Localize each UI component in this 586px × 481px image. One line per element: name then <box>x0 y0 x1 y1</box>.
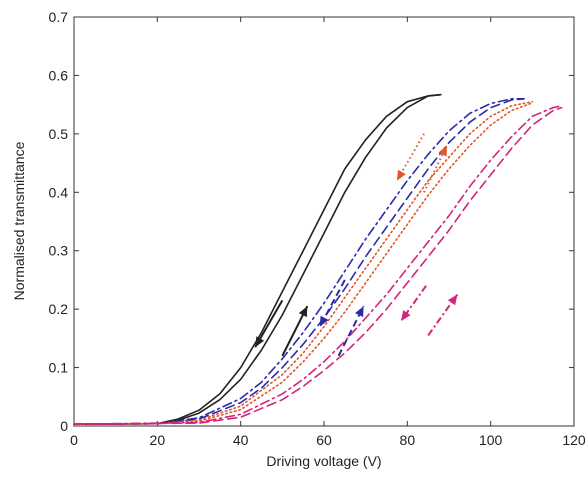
series-line-4 <box>73 98 525 426</box>
arrow-blue-down-head <box>319 315 329 327</box>
x-tick-label: 100 <box>479 432 503 448</box>
arrow-black-up-head <box>298 306 308 318</box>
y-tick-label: 0.2 <box>49 301 69 317</box>
plot-area <box>73 16 575 427</box>
y-tick-label: 0 <box>60 418 68 434</box>
y-axis-title: Normalised transmittance <box>11 141 27 300</box>
x-tick-label: 0 <box>70 432 78 448</box>
x-tick-label: 60 <box>316 432 332 448</box>
x-tick-label: 120 <box>562 432 586 448</box>
x-tick-label: 20 <box>150 432 166 448</box>
series-line-3 <box>73 98 525 426</box>
y-tick-label: 0.1 <box>49 360 69 376</box>
series-line-5 <box>73 102 534 426</box>
arrow-pink-down-head <box>401 310 411 321</box>
x-axis: 0 20 40 60 80 100 120 <box>70 17 586 448</box>
series-line-1 <box>73 93 442 426</box>
x-tick-label: 40 <box>233 432 249 448</box>
y-tick-label: 0.3 <box>49 243 69 259</box>
arrow-orange-up-head <box>438 145 447 157</box>
y-tick-label: 0.7 <box>49 9 69 25</box>
arrow-blue-up-head <box>355 306 364 318</box>
series-layer <box>73 93 563 426</box>
y-tick-label: 0.5 <box>49 126 69 142</box>
arrow-pink-up-head <box>447 294 458 306</box>
series-line-7 <box>73 106 563 426</box>
arrow-orange-down-head <box>396 169 406 181</box>
y-tick-label: 0.4 <box>49 184 69 200</box>
y-tick-label: 0.6 <box>49 67 69 83</box>
x-axis-title: Driving voltage (V) <box>266 453 381 469</box>
series-line-6 <box>73 100 534 426</box>
arrow-black-down-head <box>255 336 265 348</box>
series-line-2 <box>73 93 442 426</box>
x-tick-label: 80 <box>400 432 416 448</box>
direction-arrows <box>254 133 459 357</box>
y-axis: 0 0.1 0.2 0.3 0.4 0.5 0.6 0.7 <box>49 9 574 434</box>
series-line-8 <box>73 105 563 426</box>
